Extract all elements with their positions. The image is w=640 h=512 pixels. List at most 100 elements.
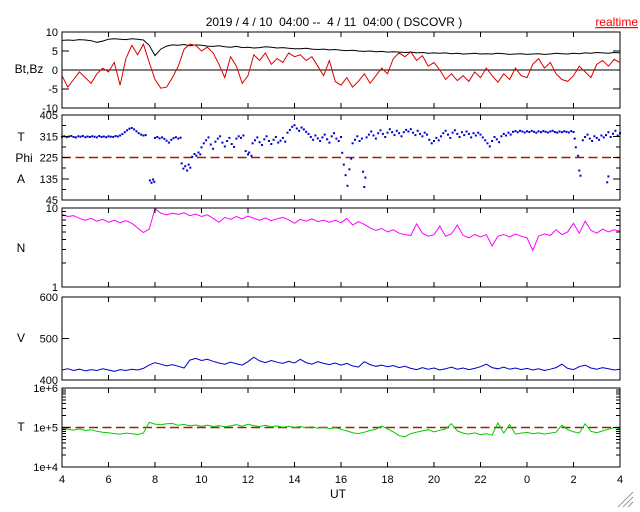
y-tick-label: 500: [40, 334, 58, 346]
series-phi-dot: [189, 166, 192, 169]
series-phi-dot: [291, 125, 294, 128]
series-phi-dot: [363, 186, 366, 188]
series-phi-dot: [405, 128, 408, 131]
series-phi-dot: [270, 143, 273, 145]
series-phi-dot: [381, 132, 384, 135]
series-phi-dot: [565, 130, 568, 133]
series-phi-dot: [402, 131, 405, 134]
series-phi-dot: [379, 129, 382, 132]
series-phi-dot: [226, 140, 229, 142]
series-phi-dot: [350, 157, 353, 160]
series-phi-dot: [479, 133, 482, 136]
series-phi-dot: [391, 131, 394, 134]
realtime-badge[interactable]: realtime: [595, 15, 638, 29]
series-phi-dot: [258, 141, 261, 144]
series-phi-dot: [191, 155, 194, 158]
series-phi-dot: [88, 136, 91, 138]
series-phi-dot: [316, 137, 319, 140]
series-phi-dot: [591, 140, 594, 142]
series-phi-dot: [286, 131, 289, 134]
series-phi-dot: [419, 132, 421, 135]
series-phi-dot: [116, 135, 119, 138]
series-phi-dot: [416, 129, 419, 132]
series-phi-dot: [179, 136, 182, 139]
series-phi-dot: [407, 130, 410, 133]
series-phi-dot: [521, 130, 524, 133]
series-phi-dot: [437, 139, 440, 142]
series-phi-dot: [284, 140, 287, 143]
series-phi-dot: [250, 154, 253, 157]
series-phi-dot: [386, 131, 389, 134]
series-phi-dot: [205, 139, 208, 142]
series-phi-dot: [374, 137, 377, 140]
series-phi-dot: [128, 127, 131, 130]
series-phi-dot: [614, 129, 617, 132]
x-axis-title: UT: [330, 487, 347, 501]
series-phi-dot: [460, 131, 463, 134]
series-phi-dot: [388, 128, 391, 131]
series-phi-dot: [395, 129, 398, 132]
series-phi-dot: [551, 129, 554, 132]
series-phi-dot: [170, 138, 173, 141]
series-phi-dot: [174, 136, 177, 139]
series-phi-dot: [516, 131, 519, 134]
series-phi-dot: [105, 136, 108, 139]
series-phi-dot: [65, 136, 68, 139]
x-tick-label: 22: [474, 474, 486, 486]
series-phi-dot: [558, 130, 561, 133]
series-phi-dot: [444, 129, 447, 132]
series-phi-dot: [300, 126, 303, 129]
series-phi-dot: [186, 169, 189, 172]
series-phi-dot: [493, 136, 496, 138]
series-phi-dot: [135, 130, 138, 133]
chart-title: 2019 / 4 / 10 04:00 -- 4 / 11 04:00 ( DS…: [206, 15, 463, 29]
series-phi-dot: [214, 140, 217, 143]
y-tick-label: 315: [40, 131, 58, 143]
series-phi-dot: [161, 136, 163, 139]
series-phi-dot: [351, 142, 354, 145]
series-phi-dot: [358, 140, 361, 142]
x-tick-label: 10: [195, 474, 207, 486]
y-tick-label: -10: [42, 103, 58, 115]
series-phi-dot: [148, 179, 151, 182]
y-tick-label: 1e+6: [33, 383, 58, 395]
series-phi-dot: [344, 174, 347, 177]
series-phi-dot: [158, 137, 161, 140]
series-phi-dot: [560, 131, 563, 134]
series-phi-dot: [307, 132, 310, 135]
series-phi-dot: [182, 167, 185, 170]
series-phi-dot: [598, 138, 601, 141]
panel-label-t: T: [17, 130, 25, 144]
series-phi-dot: [314, 134, 317, 137]
x-tick-label: 8: [152, 474, 158, 486]
y-tick-label: 45: [46, 195, 58, 207]
panel-label-t: T: [17, 420, 25, 434]
series-phi-dot: [79, 135, 82, 138]
series-phi-dot: [526, 130, 528, 133]
series-phi-dot: [616, 134, 619, 137]
series-phi-dot: [542, 130, 545, 133]
series-phi-dot: [209, 143, 212, 146]
resize-grip[interactable]: [617, 491, 634, 508]
series-phi-dot: [472, 132, 475, 135]
series-phi-dot: [242, 134, 245, 137]
series-phi-dot: [293, 124, 296, 127]
series-phi-dot: [153, 180, 156, 183]
series-phi-dot: [200, 146, 203, 149]
series-phi-dot: [279, 139, 282, 142]
y-tick-label: 400: [40, 375, 58, 387]
series-phi-dot: [348, 168, 351, 171]
series-phi-dot: [323, 133, 326, 136]
series-phi-dot: [573, 137, 576, 140]
series-phi-dot: [274, 136, 277, 138]
series-phi-dot: [309, 136, 312, 138]
y-tick-label: 10: [46, 27, 58, 39]
series-phi-dot: [298, 129, 301, 132]
panel-label-phi: Phi: [15, 151, 32, 165]
series-n-line: [61, 207, 621, 252]
series-phi-dot: [426, 133, 428, 136]
series-phi-dot: [156, 136, 159, 138]
x-tick-label: 2: [570, 474, 576, 486]
